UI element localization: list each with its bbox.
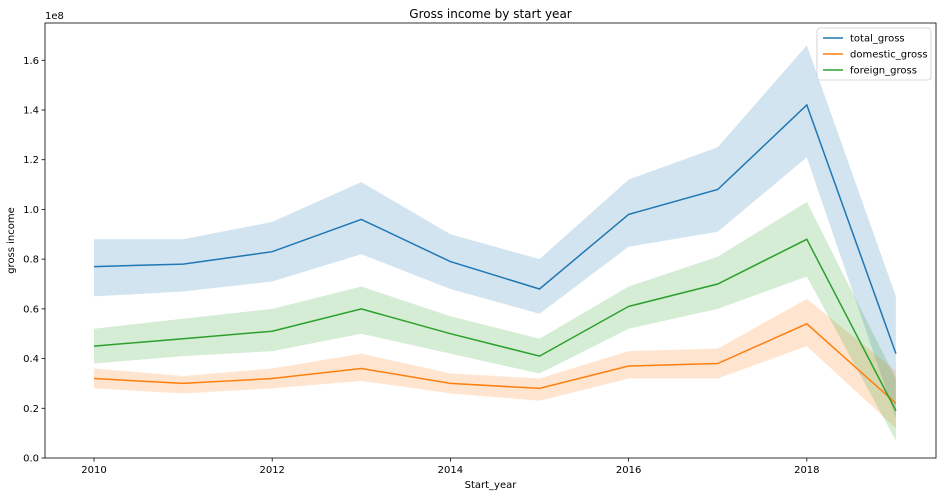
- y-tick-label: 0.6: [23, 304, 39, 315]
- y-tick-label: 0.2: [23, 404, 39, 415]
- y-axis-label: gross income: [6, 207, 17, 274]
- legend-label-domestic-gross: domestic_gross: [850, 50, 928, 61]
- series-lines: [93, 103, 897, 412]
- legend-label-foreign-gross: foreign_gross: [850, 66, 917, 77]
- y-tick-label: 0.0: [23, 454, 39, 465]
- series-line-foreign-gross: [93, 238, 897, 412]
- confidence-band-foreign-gross: [94, 202, 896, 441]
- legend: total_gross domestic_gross foreign_gross: [816, 27, 932, 81]
- x-axis: 2010 2012 2014 2016 2018: [81, 458, 820, 476]
- series-line-total-gross: [93, 103, 897, 354]
- y-tick-label: 1.6: [23, 56, 39, 67]
- chart-title: Gross income by start year: [409, 7, 572, 21]
- y-tick-label: 1.2: [23, 155, 39, 166]
- y-tick-label: 1.4: [23, 106, 39, 117]
- x-axis-label: Start_year: [465, 480, 518, 491]
- confidence-band-domestic-gross: [94, 298, 896, 429]
- y-tick-label: 0.4: [23, 354, 39, 365]
- y-tick-label: 1.0: [23, 205, 39, 216]
- confidence-band-total-gross: [94, 45, 896, 419]
- plot-frame: [44, 22, 937, 459]
- x-tick-label: 2016: [616, 465, 641, 476]
- series-line-domestic-gross: [93, 322, 897, 404]
- x-tick-label: 2014: [438, 465, 463, 476]
- confidence-bands: [94, 45, 896, 441]
- legend-box: [816, 27, 932, 81]
- y-offset-label: 1e8: [45, 11, 64, 22]
- x-tick-label: 2010: [81, 465, 106, 476]
- y-tick-label: 0.8: [23, 255, 39, 266]
- y-axis: 0.0 0.2 0.4 0.6 0.8 1.0 1.2 1.4 1.6: [23, 56, 45, 465]
- x-tick-label: 2018: [794, 465, 819, 476]
- legend-label-total-gross: total_gross: [850, 34, 905, 45]
- x-tick-label: 2012: [259, 465, 284, 476]
